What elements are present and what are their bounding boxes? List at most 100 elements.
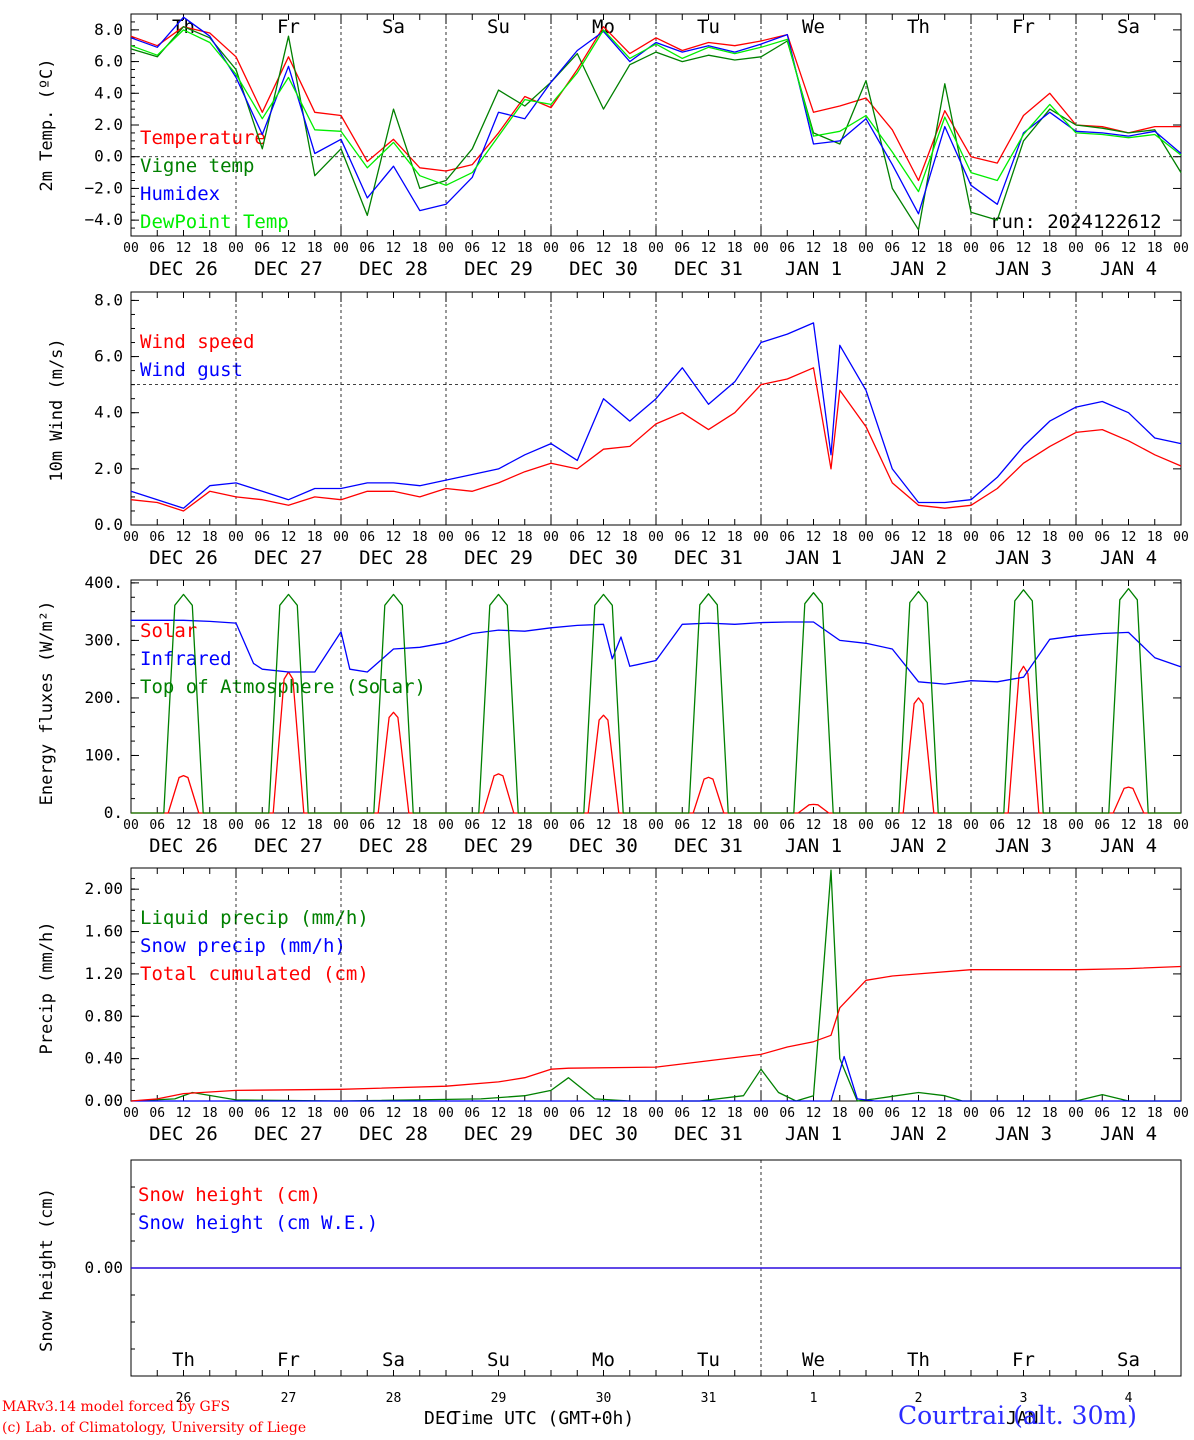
precip-hour-label: 06	[359, 1106, 375, 1121]
wind-y-tick-label: 0.0	[94, 515, 123, 534]
precip-hour-label: 12	[1016, 1106, 1032, 1121]
day-number-label: 31	[701, 1391, 717, 1406]
precip-hour-label: 18	[937, 1106, 953, 1121]
copyright-credit: (c) Lab. of Climatology, University of L…	[2, 1420, 307, 1436]
precip-hour-label: 18	[622, 1106, 638, 1121]
temperature-date-label: DEC 31	[674, 258, 743, 280]
temperature-hour-label: 06	[254, 241, 270, 256]
energy-hour-label: 18	[937, 818, 953, 833]
precip-hour-label: 06	[254, 1106, 270, 1121]
energy-legend-solar: Solar	[140, 620, 197, 642]
wind-date-label: JAN 1	[785, 547, 842, 569]
precip-hour-label: 06	[569, 1106, 585, 1121]
temperature-hour-label: 06	[1094, 241, 1110, 256]
temperature-hour-label: 00	[963, 241, 979, 256]
temperature-date-label: JAN 2	[890, 258, 947, 280]
temperature-hour-label: 18	[832, 241, 848, 256]
temperature-legend-humidex: Humidex	[140, 183, 220, 205]
wind-hour-label: 00	[753, 530, 769, 545]
temperature-hour-label: 06	[464, 241, 480, 256]
energy-y-tick-label: 200.	[84, 688, 123, 707]
temperature-hour-label: 06	[149, 241, 165, 256]
energy-hour-label: 00	[123, 818, 139, 833]
temperature-series-temperature	[130, 26, 1181, 182]
precip-y-tick-label: 1.20	[84, 964, 123, 983]
day-number-label: 1	[810, 1391, 818, 1406]
energy-hour-label: 00	[858, 818, 874, 833]
temperature-date-label: DEC 27	[254, 258, 323, 280]
snow-weekday-label: Th	[172, 1349, 195, 1371]
energy-hour-label: 00	[543, 818, 559, 833]
temperature-hour-label: 12	[806, 241, 822, 256]
snow-marks: Th Fr Sa Su Mo Tu We Th Fr Sa 26 27 28 29 30 31 1 2 3 4 0.00	[84, 1159, 1182, 1406]
month-label-dec: DEC	[424, 1408, 457, 1429]
energy-hour-label: 12	[911, 818, 927, 833]
precip-panel: Precip (mm/h) Liquid precip (mm/h) Snow …	[37, 907, 369, 1055]
precip-hour-label: 18	[1147, 1106, 1163, 1121]
snow-weekday-label: Sa	[1117, 1349, 1140, 1371]
precip-hour-label: 00	[1068, 1106, 1084, 1121]
temperature-hour-label: 12	[1121, 241, 1137, 256]
precip-hour-label: 00	[228, 1106, 244, 1121]
energy-hour-label: 06	[989, 818, 1005, 833]
wind-hour-label: 18	[1042, 530, 1058, 545]
run-label: run: 2024122612	[990, 211, 1162, 233]
precip-date-label: JAN 4	[1100, 1123, 1157, 1145]
model-credit: MARv3.14 model forced by GFS	[2, 1399, 231, 1415]
precip-hour-label: 06	[1094, 1106, 1110, 1121]
energy-hour-label: 12	[1121, 818, 1137, 833]
temperature-hour-label: 06	[779, 241, 795, 256]
precip-y-axis-label: Precip (mm/h)	[37, 921, 57, 1054]
temperature-hour-label: 00	[543, 241, 559, 256]
precip-series-total-cumulated-cm	[130, 965, 1182, 1102]
energy-hour-label: 12	[806, 818, 822, 833]
temperature-y-tick-label: 4.0	[94, 83, 123, 102]
temperature-hour-label: 06	[674, 241, 690, 256]
snow-weekday-label: We	[802, 1349, 825, 1371]
energy-hour-label: 06	[149, 818, 165, 833]
wind-hour-label: 06	[149, 530, 165, 545]
wind-date-label: DEC 30	[569, 547, 638, 569]
precip-hour-label: 18	[307, 1106, 323, 1121]
energy-hour-label: 06	[1094, 818, 1110, 833]
wind-hour-label: 00	[543, 530, 559, 545]
temperature-series-vigne-temp	[130, 26, 1182, 231]
snow-weekday-label: Sa	[382, 1349, 405, 1371]
temperature-hour-label: 12	[281, 241, 297, 256]
energy-hour-label: 06	[464, 818, 480, 833]
wind-y-axis-label: 10m Wind (m/s)	[47, 338, 67, 481]
wind-y-tick-label: 2.0	[94, 459, 123, 478]
temperature-hour-label: 12	[701, 241, 717, 256]
precip-hour-label: 12	[806, 1106, 822, 1121]
energy-y-tick-label: 0.	[104, 803, 123, 822]
temperature-series-dewpoint-temp	[130, 29, 1182, 193]
temperature-y-tick-label: −2.0	[84, 178, 123, 197]
wind-date-label: DEC 31	[674, 547, 743, 569]
wind-legend-gust: Wind gust	[140, 359, 243, 381]
energy-y-tick-label: 300.	[84, 630, 123, 649]
day-number-label: 30	[596, 1391, 612, 1406]
energy-date-label: JAN 4	[1100, 835, 1157, 857]
energy-date-label: JAN 3	[995, 835, 1052, 857]
precip-hour-label: 06	[779, 1106, 795, 1121]
energy-hour-label: 18	[202, 818, 218, 833]
temperature-legend-temperature: Temperature	[140, 127, 266, 149]
precip-hour-label: 12	[386, 1106, 402, 1121]
energy-series-infrared	[131, 619, 1182, 685]
temperature-weekday-label: Tu	[697, 16, 720, 38]
precip-hour-label: 06	[674, 1106, 690, 1121]
temperature-hour-label: 00	[648, 241, 664, 256]
wind-hour-label: 06	[569, 530, 585, 545]
precip-hour-label: 00	[1173, 1106, 1189, 1121]
temperature-panel: 2m Temp. (ºC) Temperature Vigne temp Hum…	[37, 58, 1162, 233]
precip-hour-label: 12	[281, 1106, 297, 1121]
wind-hour-label: 06	[1094, 530, 1110, 545]
temperature-date-label: JAN 4	[1100, 258, 1157, 280]
snow-y-tick-label: 0.00	[84, 1258, 123, 1277]
wind-legend-speed: Wind speed	[140, 331, 254, 353]
wind-hour-label: 12	[281, 530, 297, 545]
snow-weekday-label: Th	[907, 1349, 930, 1371]
month-label-jan: JAN	[1006, 1408, 1039, 1429]
wind-date-label: JAN 3	[995, 547, 1052, 569]
temperature-weekday-label: Th	[907, 16, 930, 38]
